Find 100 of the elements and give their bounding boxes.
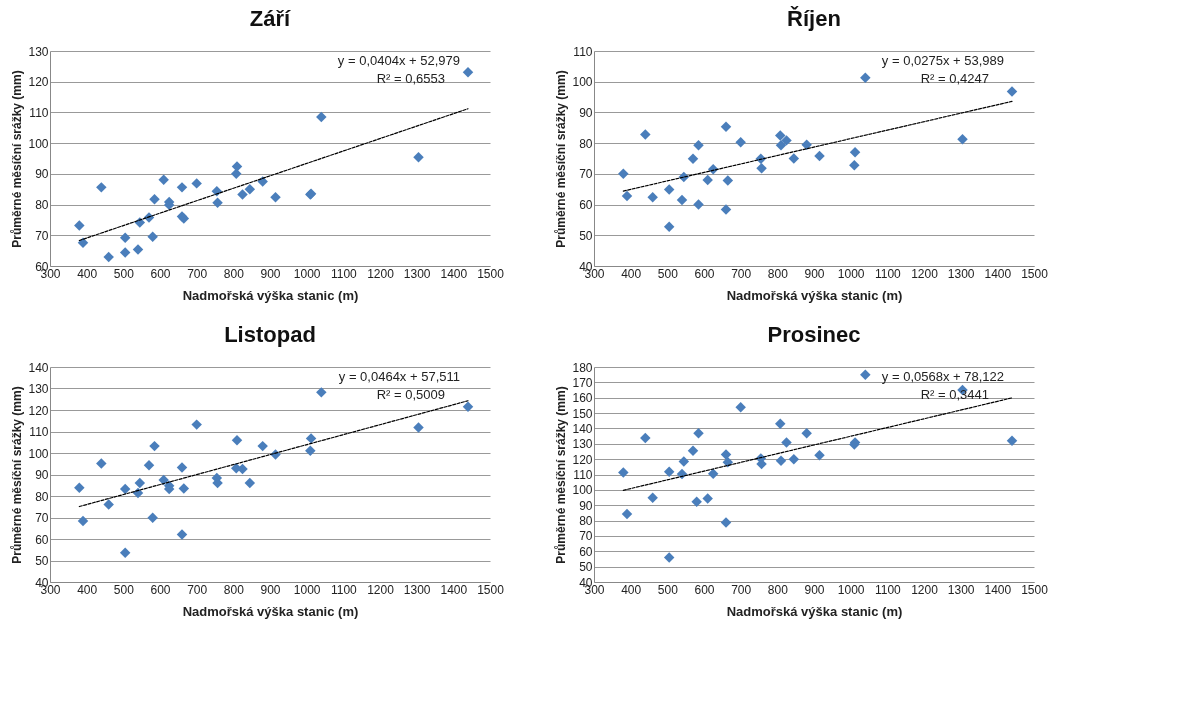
- point: [678, 456, 690, 467]
- y-tick-label: 80: [579, 136, 593, 151]
- point: [720, 204, 732, 215]
- point: [134, 477, 146, 489]
- x-tick-label: 500: [113, 266, 135, 281]
- x-tick-label: 800: [223, 582, 245, 597]
- point: [735, 136, 746, 148]
- x-tick-label: 1300: [947, 582, 975, 597]
- point: [849, 160, 860, 171]
- point: [775, 455, 787, 466]
- x-tick-label: 1100: [874, 266, 902, 281]
- point: [176, 462, 188, 473]
- y-tick-label: 100: [572, 75, 593, 90]
- point: [147, 231, 158, 243]
- point: [849, 147, 861, 158]
- point: [176, 182, 188, 193]
- point: [158, 174, 169, 185]
- point: [305, 433, 317, 444]
- point: [96, 182, 107, 193]
- y-tick-label: 70: [579, 529, 593, 544]
- y-tick-label: 110: [29, 425, 49, 439]
- y-tick-label: 60: [579, 198, 593, 213]
- x-axis-title: Nadmořská výška stanic (m): [182, 603, 359, 619]
- point: [781, 135, 792, 146]
- point: [860, 72, 871, 83]
- x-tick-label: 400: [621, 266, 642, 281]
- point: [676, 194, 688, 206]
- x-tick-label: 1200: [367, 582, 395, 597]
- point: [860, 369, 871, 380]
- point: [775, 130, 786, 141]
- point: [957, 133, 968, 145]
- y-tick-label: 130: [28, 44, 49, 59]
- point: [647, 492, 658, 504]
- y-tick-label: 60: [35, 532, 49, 547]
- y-tick-label: 50: [579, 560, 593, 575]
- y-tick-label: 110: [573, 44, 593, 59]
- y-axis-title: Průměrné měsíční srážky (mm): [10, 386, 25, 564]
- y-axis-title: Průměrné měsíční srážky (mm): [554, 386, 569, 564]
- point: [1006, 86, 1018, 97]
- point: [147, 512, 158, 523]
- chart-title: Říjen: [787, 6, 841, 31]
- y-tick-label: 70: [579, 167, 593, 182]
- point: [119, 232, 131, 243]
- point: [103, 251, 114, 263]
- point: [687, 153, 699, 165]
- point: [801, 428, 812, 439]
- point: [74, 482, 85, 494]
- x-tick-label: 500: [657, 266, 679, 281]
- point: [119, 483, 131, 495]
- x-tick-label: 600: [694, 266, 715, 281]
- y-tick-label: 80: [35, 198, 49, 213]
- x-tick-label: 1000: [837, 582, 865, 597]
- y-tick-label: 170: [572, 375, 593, 390]
- y-axis-title: Průměrné měsíční srážky (mm): [10, 70, 25, 248]
- x-tick-label: 1200: [911, 582, 939, 597]
- point: [693, 140, 704, 151]
- point: [191, 178, 202, 189]
- chart-title: Září: [249, 6, 292, 31]
- y-tick-label: 100: [28, 446, 49, 461]
- x-tick-label: 900: [804, 266, 825, 281]
- point: [237, 189, 248, 200]
- x-tick-label: 600: [150, 582, 171, 597]
- point: [720, 121, 732, 133]
- annotation: R² = 0,4247: [920, 71, 989, 86]
- x-tick-label: 1100: [874, 582, 902, 597]
- y-tick-label: 100: [572, 483, 593, 498]
- x-tick-label: 1300: [403, 266, 431, 281]
- point: [176, 529, 188, 540]
- point: [663, 184, 675, 195]
- x-tick-label: 700: [731, 266, 752, 281]
- point: [74, 220, 85, 231]
- point: [801, 139, 812, 150]
- y-tick-label: 120: [28, 75, 49, 90]
- point: [707, 468, 719, 479]
- point: [676, 468, 688, 480]
- annotation: y = 0,0464x + 57,511: [338, 369, 460, 384]
- y-tick-label: 80: [579, 514, 593, 529]
- x-tick-label: 1200: [911, 266, 939, 281]
- x-tick-label: 1400: [440, 266, 468, 281]
- x-axis-title: Nadmořská výška stanic (m): [182, 287, 359, 303]
- point: [119, 547, 131, 558]
- point: [621, 508, 633, 520]
- point: [663, 552, 675, 563]
- y-tick-label: 110: [29, 105, 49, 120]
- point: [687, 445, 699, 456]
- annotation: y = 0,0404x + 52,979: [337, 53, 460, 68]
- point: [413, 422, 424, 433]
- point: [413, 152, 424, 163]
- x-tick-label: 900: [804, 582, 825, 597]
- point: [814, 150, 825, 162]
- y-tick-label: 130: [28, 382, 49, 396]
- point: [244, 183, 256, 195]
- point: [103, 499, 114, 510]
- point: [244, 477, 256, 489]
- chart-title: Listopad: [224, 322, 316, 347]
- y-tick-label: 90: [35, 468, 49, 482]
- x-tick-label: 1500: [1021, 266, 1049, 281]
- x-tick-label: 1300: [947, 266, 975, 281]
- point: [132, 244, 144, 255]
- x-tick-label: 600: [150, 266, 171, 281]
